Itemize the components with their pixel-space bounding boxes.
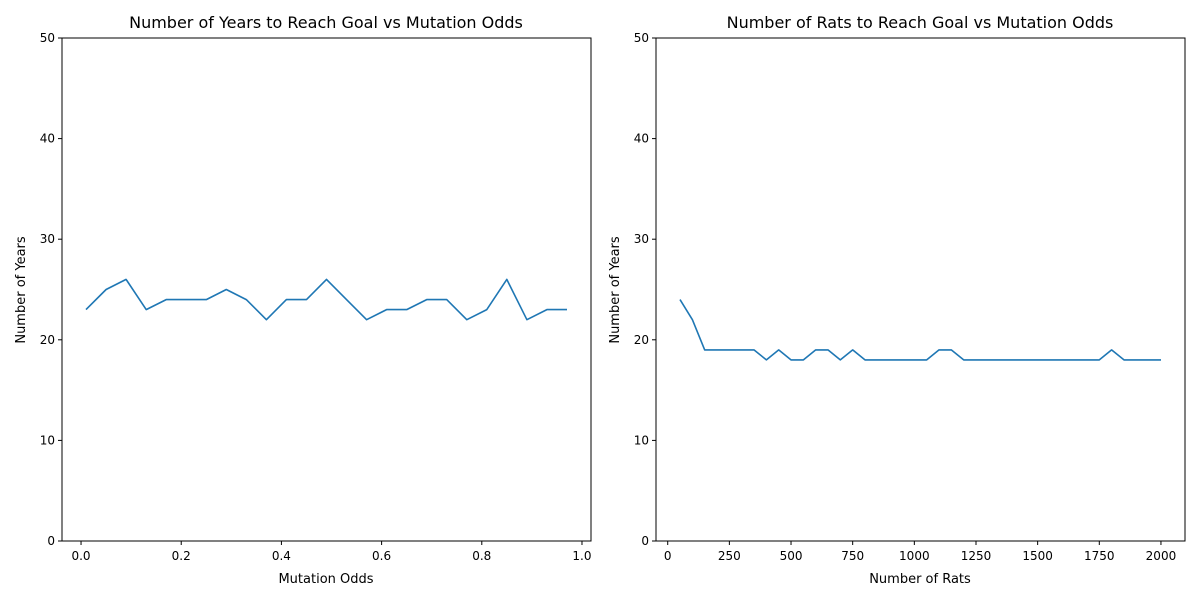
x-axis-label: Mutation Odds (278, 572, 373, 587)
x-tick-label: 0.2 (172, 549, 191, 563)
y-axis-ticks: 0 10 20 30 40 50 (634, 31, 656, 548)
y-tick-label: 10 (634, 433, 649, 447)
chart-rats-vs-mutation-odds: Number of Rats to Reach Goal vs Mutation… (608, 13, 1186, 587)
y-tick-label: 0 (47, 534, 55, 548)
y-tick-label: 50 (634, 31, 649, 45)
series-line (679, 299, 1161, 361)
x-tick-label: 500 (780, 549, 803, 563)
series-line (85, 278, 567, 321)
x-tick-label: 1.0 (572, 549, 591, 563)
x-tick-label: 250 (718, 549, 741, 563)
x-tick-label: 0 (664, 549, 672, 563)
x-tick-label: 0.0 (71, 549, 90, 563)
x-tick-label: 0.4 (272, 549, 291, 563)
x-tick-label: 2000 (1146, 549, 1177, 563)
y-tick-label: 20 (40, 333, 55, 347)
x-tick-label: 0.6 (372, 549, 391, 563)
x-tick-label: 1250 (961, 549, 992, 563)
y-tick-label: 40 (40, 132, 55, 146)
y-tick-label: 20 (634, 333, 649, 347)
x-tick-label: 1500 (1022, 549, 1053, 563)
x-axis-ticks: 0.0 0.2 0.4 0.6 0.8 1.0 (71, 541, 592, 563)
plot-frame (655, 37, 1186, 542)
y-tick-label: 0 (641, 534, 649, 548)
x-axis-label: Number of Rats (869, 572, 971, 587)
y-tick-label: 40 (634, 132, 649, 146)
y-axis-ticks: 0 10 20 30 40 50 (40, 31, 62, 548)
y-axis-label: Number of Years (608, 236, 623, 344)
x-tick-label: 750 (841, 549, 864, 563)
plot-frame (61, 37, 592, 542)
chart-years-vs-mutation-odds: Number of Years to Reach Goal vs Mutatio… (14, 13, 592, 587)
x-tick-label: 0.8 (472, 549, 491, 563)
y-axis-label: Number of Years (14, 236, 29, 344)
y-tick-label: 50 (40, 31, 55, 45)
chart-title: Number of Years to Reach Goal vs Mutatio… (129, 13, 523, 32)
x-tick-label: 1750 (1084, 549, 1115, 563)
y-tick-label: 30 (634, 232, 649, 246)
x-tick-label: 1000 (899, 549, 930, 563)
x-axis-ticks: 0 250 500 750 1000 1250 1500 1750 2000 (664, 541, 1176, 563)
y-tick-label: 10 (40, 433, 55, 447)
chart-title: Number of Rats to Reach Goal vs Mutation… (727, 13, 1114, 32)
y-tick-label: 30 (40, 232, 55, 246)
